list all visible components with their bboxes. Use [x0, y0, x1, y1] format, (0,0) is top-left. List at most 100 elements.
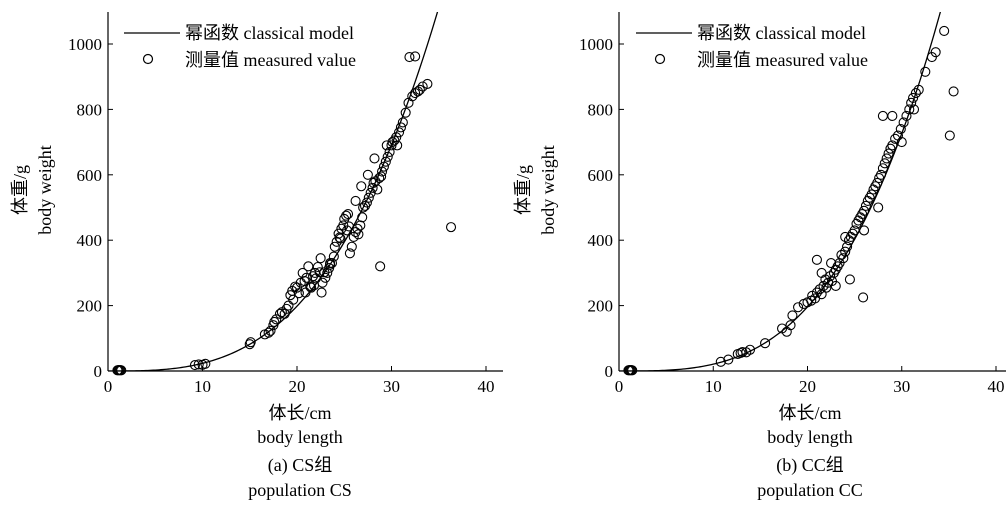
- x-tick-label-b: 30: [893, 377, 910, 396]
- data-point-b: [866, 189, 877, 200]
- xlabel-cn-a: 体长/cm: [269, 403, 332, 423]
- data-point-b: [879, 158, 890, 169]
- data-point-b: [896, 137, 907, 148]
- data-point-b: [873, 202, 884, 213]
- data-point-b: [939, 25, 950, 36]
- x-tick-label-a: 0: [104, 377, 113, 396]
- data-point-a: [395, 122, 407, 133]
- x-tick-label-b: 20: [799, 377, 816, 396]
- data-point-b: [930, 47, 941, 58]
- data-point-a: [404, 52, 415, 63]
- data-point-a: [312, 261, 323, 273]
- data-point-b: [840, 246, 851, 257]
- data-point-b: [840, 231, 851, 242]
- data-point-b: [887, 110, 898, 121]
- data-point-b: [895, 123, 906, 135]
- x-tick-label-a: 40: [478, 377, 495, 396]
- data-point-a: [288, 294, 299, 305]
- caption-en-b: population CC: [757, 480, 863, 500]
- legend-marker-label-b: 测量值 measured value: [697, 50, 868, 70]
- data-point-a: [380, 156, 391, 167]
- legend-line-label-b: 幂函数 classical model: [697, 23, 866, 43]
- data-point-a: [357, 212, 368, 223]
- legend-line-label-a: 幂函数 classical model: [185, 23, 354, 43]
- data-point-b: [735, 347, 746, 359]
- data-point-a: [376, 171, 387, 182]
- data-point-b: [910, 88, 921, 99]
- ylabel-en-b: body weight: [538, 145, 558, 235]
- data-point-b: [807, 290, 818, 301]
- data-point-a: [300, 287, 311, 298]
- data-point-a: [382, 151, 393, 162]
- y-tick-label-b: 800: [588, 100, 614, 119]
- data-point-a: [274, 308, 286, 319]
- xlabel-en-a: body length: [257, 427, 343, 447]
- data-point-b: [723, 354, 734, 365]
- data-point-b: [825, 271, 836, 282]
- data-point-a: [362, 169, 373, 180]
- data-point-b: [842, 241, 853, 252]
- x-tick-label-a: 20: [289, 377, 306, 396]
- data-point-a: [342, 208, 354, 220]
- y-tick-label-b: 1000: [579, 35, 613, 54]
- data-point-b: [826, 258, 837, 269]
- data-point-a: [265, 325, 276, 336]
- data-point-a: [315, 253, 326, 264]
- data-point-a: [422, 78, 433, 89]
- data-point-b: [838, 253, 849, 264]
- data-point-b: [906, 97, 917, 108]
- data-point-a: [308, 280, 320, 291]
- data-point-a: [350, 195, 361, 207]
- data-point-a: [299, 276, 310, 287]
- caption-en-a: population CS: [248, 480, 352, 500]
- data-point-a: [341, 210, 352, 221]
- ylabel-en-a: body weight: [35, 145, 55, 235]
- data-point-b: [849, 225, 860, 236]
- data-point-a: [189, 360, 200, 371]
- data-point-b: [811, 254, 822, 265]
- data-point-a: [445, 222, 457, 233]
- data-point-a: [417, 81, 428, 92]
- data-point-a: [400, 107, 411, 118]
- data-point-b: [816, 267, 827, 278]
- y-tick-label-b: 600: [588, 166, 614, 185]
- data-point-b: [793, 302, 804, 313]
- caption-b: (b) CC组: [776, 455, 844, 476]
- data-point-a: [245, 337, 256, 348]
- data-point-b: [715, 356, 726, 367]
- data-point-a: [394, 127, 405, 138]
- caption-a: (a) CS组: [268, 455, 333, 476]
- data-point-a: [361, 197, 372, 208]
- legend-marker-label-a: 测量值 measured value: [185, 50, 356, 70]
- data-point-b: [944, 130, 955, 141]
- y-tick-label-b: 200: [588, 297, 614, 316]
- data-point-a: [116, 365, 127, 376]
- data-point-a: [392, 140, 403, 151]
- data-point-b: [908, 104, 920, 115]
- data-point-a: [391, 132, 402, 143]
- data-point-a: [271, 314, 282, 325]
- data-point-a: [367, 182, 378, 193]
- data-point-b: [787, 310, 798, 321]
- data-point-a: [344, 248, 355, 259]
- data-point-a: [244, 339, 255, 350]
- data-point-b: [844, 274, 855, 285]
- data-point-b: [858, 205, 870, 216]
- xlabel-cn-b: 体长/cm: [779, 403, 842, 423]
- data-point-a: [376, 166, 388, 177]
- data-point-b: [948, 86, 959, 97]
- data-point-a: [397, 117, 408, 128]
- data-point-a: [279, 308, 290, 319]
- x-tick-label-a: 10: [194, 377, 211, 396]
- data-point-b: [744, 344, 756, 355]
- data-point-a: [320, 272, 331, 283]
- xlabel-en-b: body length: [767, 427, 853, 447]
- ylabel-cn-a: 体重/g: [10, 165, 30, 215]
- data-point-a: [414, 84, 425, 95]
- legend-marker-sample-a: [142, 53, 154, 65]
